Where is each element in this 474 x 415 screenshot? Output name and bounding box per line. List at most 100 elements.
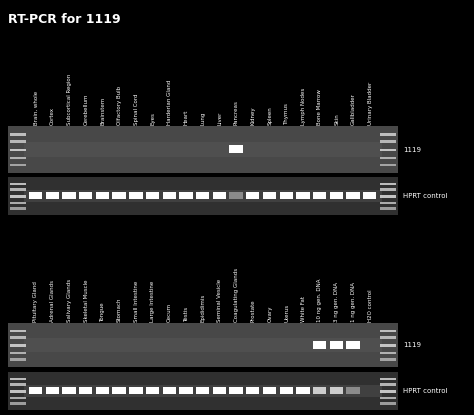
Bar — [381, 397, 396, 399]
Bar — [381, 378, 396, 380]
Bar — [10, 352, 26, 354]
Text: Small Intestine: Small Intestine — [134, 281, 139, 322]
Bar — [381, 352, 396, 354]
Text: Large Intestine: Large Intestine — [150, 281, 155, 322]
Text: Prostate: Prostate — [251, 299, 255, 322]
Bar — [8, 177, 398, 215]
Bar — [296, 192, 310, 199]
Bar — [246, 387, 259, 394]
Text: Thymus: Thymus — [284, 103, 289, 125]
Text: Olfactory Bulb: Olfactory Bulb — [117, 86, 122, 125]
Bar — [381, 140, 396, 143]
Text: Uterus: Uterus — [284, 304, 289, 322]
Bar — [46, 192, 59, 199]
Text: 1119: 1119 — [403, 146, 421, 152]
Text: Skeletal Muscle: Skeletal Muscle — [83, 279, 89, 322]
Text: Cortex: Cortex — [50, 107, 55, 125]
Text: Bone Marrow: Bone Marrow — [318, 89, 322, 125]
Bar — [280, 192, 293, 199]
Text: Kidney: Kidney — [251, 106, 255, 125]
Bar — [10, 195, 26, 198]
Bar — [381, 133, 396, 136]
Bar — [10, 403, 26, 405]
Text: Spleen: Spleen — [267, 106, 273, 125]
Bar — [381, 344, 396, 347]
Bar — [8, 126, 398, 173]
Text: Testis: Testis — [184, 307, 189, 322]
Bar — [381, 195, 396, 198]
Bar — [381, 336, 396, 339]
Bar — [313, 387, 326, 394]
Bar — [10, 378, 26, 380]
Bar — [10, 330, 26, 332]
Bar — [229, 145, 243, 153]
Text: Pituitary Gland: Pituitary Gland — [34, 281, 38, 322]
Bar — [381, 188, 396, 190]
Bar — [263, 192, 276, 199]
Bar — [8, 323, 398, 367]
Text: Skin: Skin — [334, 113, 339, 125]
Bar — [10, 164, 26, 166]
Bar — [213, 192, 226, 199]
Bar — [179, 192, 192, 199]
Bar — [381, 202, 396, 204]
Bar — [10, 208, 26, 210]
Bar — [10, 397, 26, 399]
Bar — [381, 390, 396, 393]
Bar — [10, 336, 26, 339]
Text: Tongue: Tongue — [100, 303, 105, 322]
Bar — [146, 192, 159, 199]
Text: White Fat: White Fat — [301, 296, 306, 322]
Text: 1 ng gen. DNA: 1 ng gen. DNA — [351, 282, 356, 322]
Bar — [329, 387, 343, 394]
Bar — [24, 338, 383, 352]
Bar — [263, 387, 276, 394]
Text: Pancreas: Pancreas — [234, 100, 239, 125]
Bar — [10, 358, 26, 361]
Bar — [10, 383, 26, 386]
Bar — [10, 344, 26, 347]
Bar — [381, 183, 396, 185]
Bar — [10, 133, 26, 136]
Bar — [129, 387, 143, 394]
Text: Coagulating Glands: Coagulating Glands — [234, 268, 239, 322]
Text: Harderian Gland: Harderian Gland — [167, 80, 172, 125]
Text: Urinary Bladder: Urinary Bladder — [367, 82, 373, 125]
Text: Heart: Heart — [184, 110, 189, 125]
Bar — [346, 341, 360, 349]
Text: 10 ng gen. DNA: 10 ng gen. DNA — [318, 278, 322, 322]
Text: 3 ng gen. DNA: 3 ng gen. DNA — [334, 282, 339, 322]
Bar — [229, 387, 243, 394]
Text: H2O control: H2O control — [367, 289, 373, 322]
Bar — [213, 387, 226, 394]
Bar — [313, 341, 326, 349]
Bar — [29, 387, 42, 394]
Bar — [96, 192, 109, 199]
Text: Gallbladder: Gallbladder — [351, 93, 356, 125]
Bar — [24, 385, 383, 397]
Bar — [10, 202, 26, 204]
Text: Subcortical Region: Subcortical Region — [67, 74, 72, 125]
Bar — [112, 192, 126, 199]
Bar — [313, 192, 326, 199]
Bar — [229, 192, 243, 199]
Bar — [63, 192, 76, 199]
Bar — [246, 192, 259, 199]
Text: Brain, whole: Brain, whole — [34, 91, 38, 125]
Bar — [329, 192, 343, 199]
Text: Adrenal Glands: Adrenal Glands — [50, 280, 55, 322]
Text: Cerebellum: Cerebellum — [83, 93, 89, 125]
Bar — [363, 192, 376, 199]
Bar — [24, 142, 383, 156]
Text: Seminal Vesicle: Seminal Vesicle — [217, 279, 222, 322]
Bar — [346, 192, 360, 199]
Bar — [8, 372, 398, 410]
Bar — [79, 387, 92, 394]
Text: Lung: Lung — [201, 112, 206, 125]
Bar — [10, 390, 26, 393]
Bar — [280, 387, 293, 394]
Bar — [129, 192, 143, 199]
Bar — [381, 330, 396, 332]
Bar — [381, 164, 396, 166]
Bar — [163, 192, 176, 199]
